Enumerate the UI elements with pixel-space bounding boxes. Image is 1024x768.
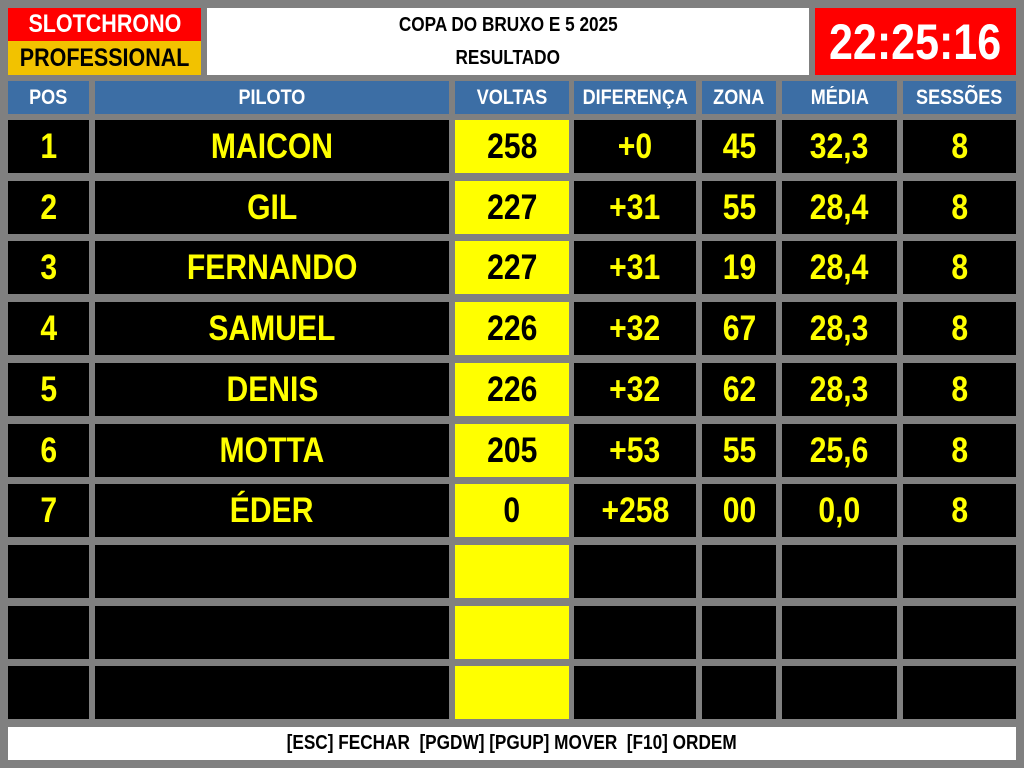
row-4-voltas: 226: [455, 302, 569, 355]
row-10-media: [782, 666, 897, 719]
row-9-sessoes: [903, 606, 1016, 659]
row-4-zona: 67: [702, 302, 776, 355]
row-2-sessoes: 8: [903, 181, 1016, 234]
column-header-voltas[interactable]: VOLTAS: [455, 81, 569, 114]
column-header-media[interactable]: MÉDIA: [782, 81, 897, 114]
row-1-sessoes: 8: [903, 120, 1016, 173]
row-1-zona: 45: [702, 120, 776, 173]
row-5-zona: 62: [702, 363, 776, 416]
row-4-piloto: SAMUEL: [95, 302, 449, 355]
row-2-media: 28,4: [782, 181, 897, 234]
row-8-media: [782, 545, 897, 598]
row-6-sessoes: 8: [903, 424, 1016, 477]
row-8-piloto: [95, 545, 449, 598]
row-7-pos: 7: [8, 484, 89, 537]
row-4-pos: 4: [8, 302, 89, 355]
row-9-voltas: [455, 606, 569, 659]
event-title-box: COPA DO BRUXO E 5 2025 RESULTADO: [207, 8, 809, 75]
column-header-pos[interactable]: POS: [8, 81, 89, 114]
row-1-pos: 1: [8, 120, 89, 173]
event-subtitle: RESULTADO: [455, 46, 561, 69]
row-1-piloto: MAICON: [95, 120, 449, 173]
row-10-diferenca: [574, 666, 696, 719]
footer-key-hints: [ESC] FECHAR [PGDW] [PGUP] MOVER [F10] O…: [8, 727, 1016, 760]
row-5-piloto: DENIS: [95, 363, 449, 416]
row-6-media: 25,6: [782, 424, 897, 477]
row-4-diferenca: +32: [574, 302, 696, 355]
row-2-voltas: 227: [455, 181, 569, 234]
row-10-zona: [702, 666, 776, 719]
row-2-zona: 55: [702, 181, 776, 234]
row-10-pos: [8, 666, 89, 719]
row-7-zona: 00: [702, 484, 776, 537]
row-5-media: 28,3: [782, 363, 897, 416]
row-4-sessoes: 8: [903, 302, 1016, 355]
row-7-piloto: ÉDER: [95, 484, 449, 537]
row-3-voltas: 227: [455, 241, 569, 294]
row-9-piloto: [95, 606, 449, 659]
row-3-pos: 3: [8, 241, 89, 294]
row-8-diferenca: [574, 545, 696, 598]
row-3-sessoes: 8: [903, 241, 1016, 294]
row-8-zona: [702, 545, 776, 598]
row-9-pos: [8, 606, 89, 659]
row-3-diferenca: +31: [574, 241, 696, 294]
row-6-diferenca: +53: [574, 424, 696, 477]
logo-professional: PROFESSIONAL: [8, 41, 201, 75]
row-9-media: [782, 606, 897, 659]
logo-slotchrono: SLOTCHRONO: [8, 8, 201, 41]
clock: 22:25:16: [815, 8, 1016, 75]
row-10-voltas: [455, 666, 569, 719]
row-9-diferenca: [574, 606, 696, 659]
row-8-sessoes: [903, 545, 1016, 598]
row-3-media: 28,4: [782, 241, 897, 294]
row-10-sessoes: [903, 666, 1016, 719]
row-6-piloto: MOTTA: [95, 424, 449, 477]
column-header-sessoes[interactable]: SESSÕES: [903, 81, 1016, 114]
row-2-pos: 2: [8, 181, 89, 234]
row-10-piloto: [95, 666, 449, 719]
row-2-piloto: GIL: [95, 181, 449, 234]
row-7-media: 0,0: [782, 484, 897, 537]
column-header-zona[interactable]: ZONA: [702, 81, 776, 114]
row-7-sessoes: 8: [903, 484, 1016, 537]
row-5-sessoes: 8: [903, 363, 1016, 416]
row-6-zona: 55: [702, 424, 776, 477]
row-8-voltas: [455, 545, 569, 598]
row-5-pos: 5: [8, 363, 89, 416]
row-2-diferenca: +31: [574, 181, 696, 234]
row-6-voltas: 205: [455, 424, 569, 477]
row-1-media: 32,3: [782, 120, 897, 173]
row-7-voltas: 0: [455, 484, 569, 537]
row-8-pos: [8, 545, 89, 598]
column-header-diferenca[interactable]: DIFERENÇA: [574, 81, 696, 114]
row-6-pos: 6: [8, 424, 89, 477]
row-3-piloto: FERNANDO: [95, 241, 449, 294]
row-1-voltas: 258: [455, 120, 569, 173]
row-5-voltas: 226: [455, 363, 569, 416]
event-title: COPA DO BRUXO E 5 2025: [398, 13, 618, 36]
row-9-zona: [702, 606, 776, 659]
row-7-diferenca: +258: [574, 484, 696, 537]
column-header-piloto[interactable]: PILOTO: [95, 81, 449, 114]
row-5-diferenca: +32: [574, 363, 696, 416]
row-1-diferenca: +0: [574, 120, 696, 173]
row-3-zona: 19: [702, 241, 776, 294]
row-4-media: 28,3: [782, 302, 897, 355]
